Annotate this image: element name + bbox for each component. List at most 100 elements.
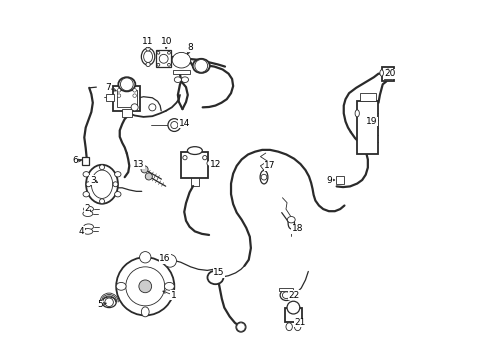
Circle shape	[148, 104, 156, 111]
Text: 17: 17	[264, 161, 275, 170]
Ellipse shape	[143, 51, 152, 63]
Circle shape	[165, 257, 174, 265]
Bar	[284, 307, 302, 322]
Ellipse shape	[207, 271, 223, 284]
Ellipse shape	[86, 165, 118, 204]
Text: 6: 6	[72, 156, 78, 165]
Ellipse shape	[174, 77, 181, 82]
Circle shape	[286, 301, 299, 314]
Text: 20: 20	[384, 69, 395, 78]
Ellipse shape	[82, 211, 93, 216]
Circle shape	[139, 280, 151, 293]
Bar	[381, 67, 394, 81]
Circle shape	[175, 54, 187, 66]
Ellipse shape	[164, 256, 175, 266]
Bar	[156, 50, 171, 67]
Ellipse shape	[173, 54, 189, 67]
Ellipse shape	[83, 206, 93, 212]
Text: 9: 9	[326, 176, 332, 185]
Ellipse shape	[192, 59, 209, 73]
Circle shape	[167, 119, 181, 131]
Circle shape	[157, 51, 160, 54]
Ellipse shape	[116, 283, 126, 290]
Ellipse shape	[141, 307, 149, 317]
Circle shape	[116, 257, 174, 315]
Circle shape	[120, 78, 133, 91]
Circle shape	[141, 166, 148, 173]
Circle shape	[125, 267, 164, 306]
Ellipse shape	[159, 54, 168, 63]
Text: 7: 7	[105, 84, 111, 93]
Text: 11: 11	[142, 37, 154, 46]
Text: 10: 10	[161, 37, 172, 46]
Circle shape	[170, 122, 178, 129]
Bar	[359, 93, 375, 101]
Circle shape	[145, 62, 150, 67]
Ellipse shape	[181, 77, 188, 82]
Ellipse shape	[114, 192, 121, 197]
Circle shape	[104, 298, 113, 306]
Ellipse shape	[287, 217, 294, 229]
Circle shape	[117, 89, 121, 92]
Circle shape	[131, 104, 138, 111]
Bar	[117, 90, 137, 107]
Text: 13: 13	[133, 159, 144, 168]
Bar	[356, 101, 378, 154]
Circle shape	[113, 182, 118, 187]
Ellipse shape	[83, 224, 93, 230]
Text: 2: 2	[84, 204, 89, 213]
Text: 18: 18	[291, 224, 303, 233]
Circle shape	[86, 182, 91, 187]
Circle shape	[167, 63, 170, 66]
Ellipse shape	[141, 48, 155, 65]
Ellipse shape	[287, 216, 295, 223]
Text: 19: 19	[365, 117, 376, 126]
Ellipse shape	[82, 229, 93, 234]
Circle shape	[167, 51, 170, 54]
Ellipse shape	[114, 172, 121, 177]
Bar	[82, 157, 88, 165]
Text: 12: 12	[209, 159, 221, 168]
Circle shape	[261, 174, 266, 180]
Text: 21: 21	[294, 318, 305, 327]
Ellipse shape	[102, 297, 116, 307]
Circle shape	[202, 156, 206, 160]
Bar	[335, 176, 343, 184]
Ellipse shape	[163, 255, 176, 267]
Circle shape	[100, 165, 104, 170]
Circle shape	[157, 63, 160, 66]
Ellipse shape	[285, 323, 292, 330]
Ellipse shape	[83, 172, 89, 177]
Ellipse shape	[280, 290, 292, 301]
Ellipse shape	[83, 192, 89, 197]
Ellipse shape	[236, 322, 245, 332]
Ellipse shape	[354, 110, 359, 117]
Circle shape	[236, 323, 244, 331]
Text: 5: 5	[97, 300, 102, 309]
Bar	[113, 86, 140, 111]
Bar	[106, 94, 114, 101]
Text: 3: 3	[90, 176, 96, 185]
Ellipse shape	[294, 323, 300, 330]
Text: 1: 1	[170, 291, 176, 300]
Ellipse shape	[164, 283, 174, 290]
Circle shape	[145, 173, 152, 180]
Text: 4: 4	[79, 227, 84, 236]
Bar	[208, 159, 217, 167]
Ellipse shape	[172, 53, 190, 68]
Circle shape	[117, 94, 121, 98]
Bar	[279, 288, 293, 291]
Circle shape	[145, 47, 150, 51]
Circle shape	[385, 69, 390, 75]
Text: 8: 8	[187, 42, 193, 51]
Text: 15: 15	[213, 268, 224, 277]
Ellipse shape	[118, 77, 135, 91]
Bar	[172, 70, 190, 75]
Circle shape	[133, 89, 136, 92]
Circle shape	[139, 252, 151, 263]
Text: 14: 14	[178, 119, 189, 128]
Circle shape	[133, 94, 136, 98]
Circle shape	[206, 161, 212, 166]
Ellipse shape	[260, 170, 267, 184]
Ellipse shape	[91, 170, 112, 198]
